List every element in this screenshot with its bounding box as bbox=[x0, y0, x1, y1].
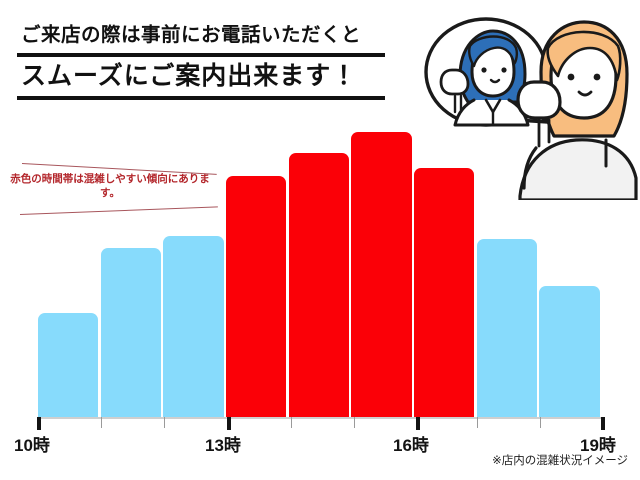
chart-bar bbox=[38, 313, 99, 417]
axis-tick-minor bbox=[477, 417, 478, 428]
chart-bar bbox=[351, 131, 412, 417]
axis-tick-minor bbox=[540, 417, 541, 428]
axis-tick-minor bbox=[101, 417, 102, 428]
chart-bar bbox=[476, 238, 538, 417]
headline-rule-bottom bbox=[17, 96, 385, 100]
axis-tick-major bbox=[227, 417, 231, 430]
axis-tick-minor bbox=[291, 417, 292, 428]
annotation-text: 赤色の時間帯は混雑しやすい傾向にあります。 bbox=[10, 173, 210, 199]
axis-label-1: 13時 bbox=[205, 436, 241, 455]
chart-bars bbox=[38, 120, 602, 417]
chart-bar bbox=[414, 167, 475, 417]
headline-block: ご来店の際は事前にお電話いただくと スムーズにご案内出来ます！ bbox=[17, 20, 389, 102]
axis-tick-minor bbox=[354, 417, 355, 428]
axis-tick-major bbox=[416, 417, 420, 430]
headline-rule-top bbox=[17, 53, 385, 57]
chart-bar bbox=[288, 152, 350, 417]
customer-avatar-icon bbox=[516, 20, 638, 202]
chart-bar bbox=[100, 247, 162, 417]
chart-bar bbox=[163, 235, 224, 417]
chart-bar bbox=[539, 286, 600, 417]
chart-bar bbox=[226, 176, 287, 417]
headline-line-1: ご来店の際は事前にお電話いただくと bbox=[21, 24, 362, 46]
axis-tick-minor bbox=[164, 417, 165, 428]
headline-line-2: スムーズにご案内出来ます！ bbox=[21, 62, 358, 90]
staff-avatar-icon bbox=[439, 29, 530, 127]
axis-label-0: 10時 bbox=[14, 436, 50, 455]
chart-footnote: ※店内の混雑状況イメージ bbox=[492, 455, 628, 467]
axis-tick-major bbox=[601, 417, 605, 430]
phone-call-illustration bbox=[408, 0, 640, 202]
axis-label-3: 19時 bbox=[580, 436, 616, 455]
chart-axis-line bbox=[38, 417, 602, 419]
axis-label-2: 16時 bbox=[393, 436, 429, 455]
axis-tick-major bbox=[37, 417, 41, 430]
